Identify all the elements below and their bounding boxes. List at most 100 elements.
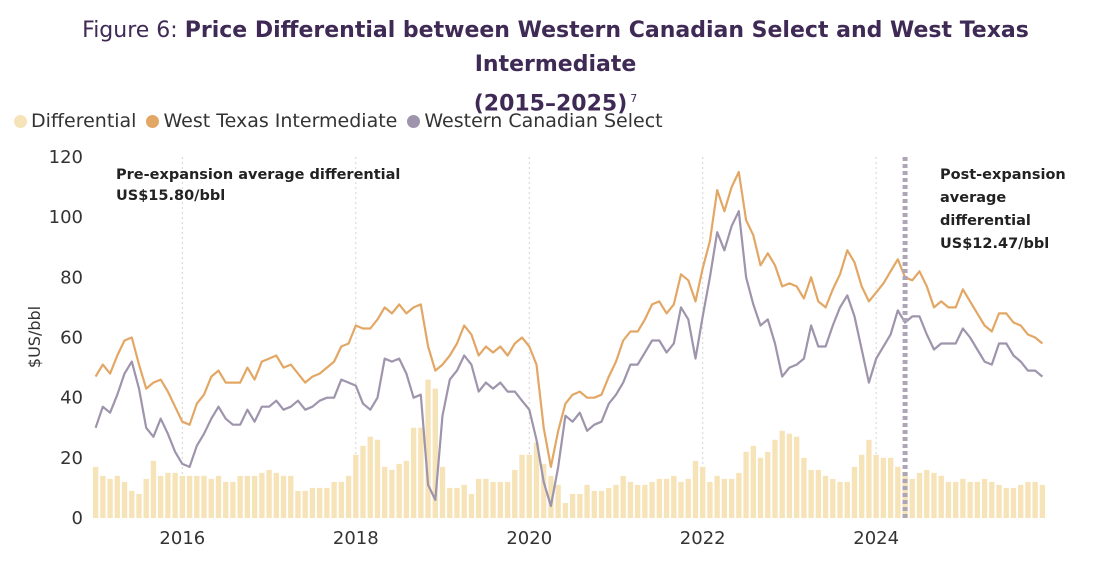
differential-bar <box>634 484 641 518</box>
differential-bar <box>143 478 149 518</box>
title-years: (2015–2025) <box>473 91 628 117</box>
differential-bar <box>895 466 901 518</box>
differential-bar <box>338 481 345 518</box>
post-annotation-line-2: average <box>940 190 1006 206</box>
differential-bar <box>230 481 236 518</box>
differential-bar <box>569 493 576 518</box>
differential-bar <box>512 469 518 518</box>
differential-bar <box>259 472 265 518</box>
legend-swatch-wti <box>146 114 160 128</box>
y-tick-120: 120 <box>49 147 83 168</box>
differential-bar <box>1003 487 1009 518</box>
chart-title: Figure 6: Price Differential between Wes… <box>0 14 1111 121</box>
post-annotation-line-3: differential <box>940 213 1031 229</box>
differential-bar <box>989 481 995 518</box>
legend-item-wcs: Western Canadian Select <box>407 110 663 132</box>
differential-bar <box>201 475 207 518</box>
differential-bar <box>410 427 417 518</box>
differential-bar <box>316 487 323 518</box>
differential-bar <box>1025 481 1031 518</box>
differential-bar <box>967 481 973 518</box>
differential-bar <box>887 457 894 518</box>
differential-bar <box>938 475 944 518</box>
differential-bar <box>822 475 829 518</box>
differential-bar <box>519 454 525 518</box>
differential-bar <box>707 481 713 518</box>
legend-item-wti: West Texas Intermediate <box>146 110 397 132</box>
x-tick-2022: 2022 <box>680 528 726 549</box>
differential-bar <box>107 478 113 518</box>
differential-bar <box>851 466 858 518</box>
differential-bar <box>584 484 590 518</box>
differential-bar <box>382 466 388 518</box>
differential-bar <box>533 442 540 518</box>
differential-bar <box>497 481 504 518</box>
y-tick-20: 20 <box>60 448 83 469</box>
western-canadian-select-line <box>94 210 1044 508</box>
differential-bar <box>960 478 966 518</box>
differential-bar <box>92 466 99 518</box>
differential-bar <box>743 451 749 518</box>
differential-bar <box>439 466 446 518</box>
differential-bar <box>345 475 352 518</box>
title-main: Price Differential between Western Canad… <box>184 18 1029 77</box>
differential-bar <box>736 472 742 518</box>
differential-bar <box>685 478 691 518</box>
differential-bar <box>548 475 554 518</box>
differential-bar <box>555 484 561 518</box>
differential-bar <box>931 472 937 518</box>
differential-bar <box>223 481 229 518</box>
differential-bar <box>490 481 496 518</box>
differential-bar <box>208 478 214 518</box>
differential-bar <box>244 475 251 518</box>
differential-bar <box>165 472 171 518</box>
differential-bar <box>830 478 836 518</box>
differential-bar <box>591 490 597 518</box>
differential-bar <box>475 478 482 518</box>
differential-bar <box>909 478 915 518</box>
differential-bar <box>700 466 706 518</box>
differential-bar <box>157 475 164 518</box>
series-lines <box>94 170 1044 508</box>
differential-bar <box>649 481 655 518</box>
differential-bar <box>866 439 872 518</box>
differential-bar <box>613 484 619 518</box>
differential-bar <box>541 463 547 518</box>
differential-bar <box>859 454 865 518</box>
differential-bar <box>396 463 402 518</box>
y-tick-80: 80 <box>60 267 83 288</box>
differential-bar <box>642 484 648 518</box>
differential-bar <box>237 475 243 518</box>
differential-bar <box>815 469 822 518</box>
differential-bar <box>179 475 186 518</box>
differential-bar <box>331 481 337 518</box>
differential-bar <box>1032 481 1038 518</box>
y-tick-100: 100 <box>49 207 83 228</box>
differential-bar <box>765 451 771 518</box>
x-tick-2024: 2024 <box>853 528 899 549</box>
legend-item-differential: Differential <box>14 110 136 132</box>
differential-bar <box>403 460 410 518</box>
x-tick-2016: 2016 <box>159 528 205 549</box>
differential-bar <box>360 445 366 518</box>
west-texas-intermediate-line <box>94 170 1044 468</box>
differential-bar <box>1010 487 1017 518</box>
differential-bar <box>432 388 438 518</box>
footnote-marker: 7 <box>630 92 638 105</box>
differential-bar <box>577 493 583 518</box>
differential-bar <box>280 475 287 518</box>
differential-bar <box>353 454 359 518</box>
differential-bar <box>924 469 930 518</box>
differential-bar <box>974 481 981 518</box>
differential-bar <box>468 493 475 518</box>
x-tick-2018: 2018 <box>333 528 379 549</box>
differential-bar <box>136 493 142 518</box>
differential-bar <box>779 430 785 518</box>
differential-bar <box>627 481 634 518</box>
y-axis-label: $US/bbl <box>25 306 44 368</box>
differential-bar <box>692 460 699 518</box>
differential-bar <box>945 481 952 518</box>
differential-bar <box>389 469 395 518</box>
differential-bar <box>367 436 373 518</box>
